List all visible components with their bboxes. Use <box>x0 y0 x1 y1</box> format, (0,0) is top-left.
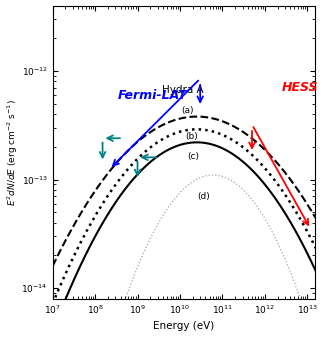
Y-axis label: $E^2 dN/dE$ (erg cm$^{-2}$ s$^{-1}$): $E^2 dN/dE$ (erg cm$^{-2}$ s$^{-1}$) <box>6 99 20 206</box>
Text: (c): (c) <box>188 152 200 161</box>
Text: (a): (a) <box>182 106 194 115</box>
Text: Fermi-LAT: Fermi-LAT <box>118 89 188 102</box>
Text: (d): (d) <box>197 192 210 201</box>
Text: HESS: HESS <box>282 81 318 94</box>
X-axis label: Energy (eV): Energy (eV) <box>153 321 214 332</box>
Text: Hydra A: Hydra A <box>162 85 204 95</box>
Text: (b): (b) <box>185 132 198 141</box>
